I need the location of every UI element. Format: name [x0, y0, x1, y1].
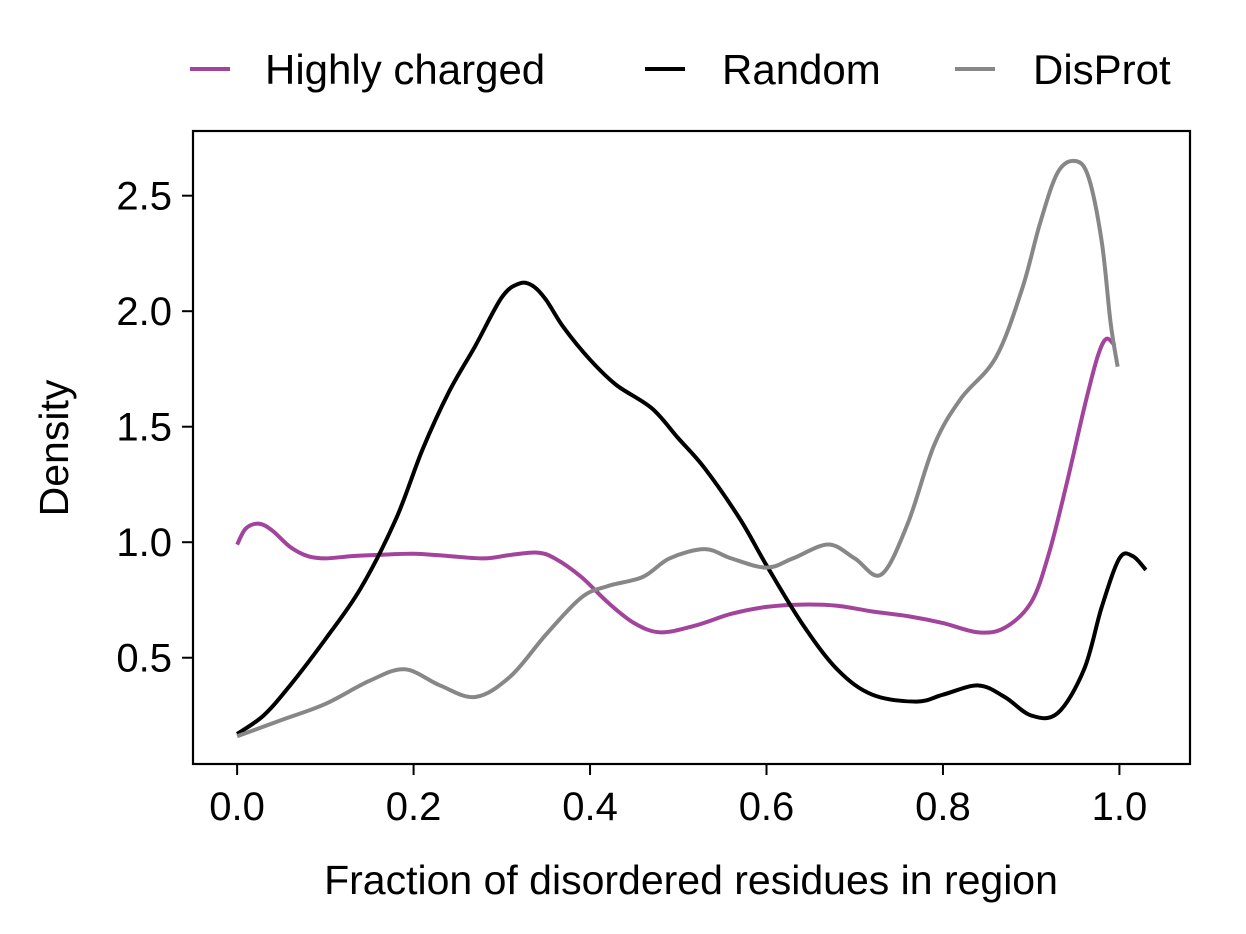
- x-axis-label: Fraction of disordered residues in regio…: [324, 857, 1058, 903]
- y-tick-label: 0.5: [116, 637, 172, 681]
- series-line-highly-charged: [235, 336, 1117, 635]
- legend-label-disprot: DisProt: [1033, 46, 1171, 93]
- y-axis: 0.5 1.0 1.5 2.0 2.5: [116, 175, 193, 681]
- y-tick-label: 2.5: [116, 175, 172, 219]
- y-tick-label: 1.0: [116, 521, 172, 565]
- y-tick-label: 2.0: [116, 290, 172, 334]
- plot-frame: [191, 129, 1192, 766]
- legend-label-random: Random: [722, 46, 881, 93]
- series-line-random: [235, 280, 1148, 736]
- legend: Highly charged Random DisProt: [190, 46, 1171, 93]
- x-tick-label: 1.0: [1092, 785, 1148, 829]
- y-tick-label: 1.5: [116, 406, 172, 450]
- legend-label-highly-charged: Highly charged: [265, 46, 545, 93]
- series-line-disprot: [236, 158, 1120, 739]
- x-tick-label: 0.8: [915, 785, 971, 829]
- y-axis-label: Density: [31, 379, 77, 516]
- x-tick-label: 0.6: [739, 785, 795, 829]
- x-tick-label: 0.0: [209, 785, 265, 829]
- x-axis: 0.0 0.2 0.4 0.6 0.8 1.0: [209, 764, 1147, 829]
- plot-series: [235, 158, 1148, 739]
- x-tick-label: 0.2: [386, 785, 442, 829]
- x-tick-label: 0.4: [562, 785, 618, 829]
